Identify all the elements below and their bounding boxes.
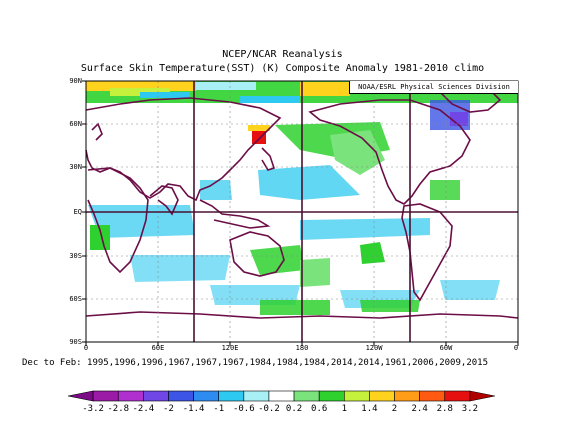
- lon-label: 120W: [365, 344, 383, 352]
- colorbar-tick-label: -1.4: [182, 404, 205, 414]
- lat-label: EQ: [73, 208, 82, 216]
- colorbar-tick-label: 1: [341, 404, 347, 414]
- colorbar-swatch: [419, 390, 446, 402]
- lat-label: 90N: [69, 77, 82, 85]
- map-title: NCEP/NCAR Reanalysis: [222, 49, 343, 60]
- colorbar-tick-label: 2.4: [411, 404, 428, 414]
- colorbar-swatch: [243, 390, 270, 402]
- colorbar-tick-label: -2.4: [132, 404, 155, 414]
- colorbar-swatch: [92, 390, 119, 402]
- colorbar-swatch: [117, 390, 144, 402]
- colorbar-swatch: [318, 390, 345, 402]
- lon-label: 60E: [151, 344, 165, 352]
- lat-label: 30S: [69, 252, 82, 260]
- lon-label: 180: [295, 344, 309, 352]
- colorbar-tick-label: -0.2: [258, 404, 280, 414]
- colorbar-swatch: [369, 390, 395, 402]
- colorbar-swatch: [343, 390, 370, 402]
- colorbar-swatch: [218, 390, 245, 402]
- colorbar-tick-label: 0.6: [311, 404, 328, 414]
- colorbar-swatch: [394, 390, 420, 402]
- composite-dates: Dec to Feb: 1995,1996,1996,1967,1967,196…: [22, 358, 488, 368]
- colorbar-tick-label: 3.2: [461, 404, 479, 414]
- colorbar-tick-label: -3.2: [82, 404, 104, 414]
- lat-label: 60S: [69, 295, 82, 303]
- colorbar-tick-label: 1.4: [361, 404, 378, 414]
- colorbar-swatch: [143, 390, 169, 402]
- lon-label: 60W: [439, 344, 453, 352]
- colorbar-tick-label: -1: [213, 404, 225, 414]
- colorbar-swatch: [168, 390, 194, 402]
- colorbar-tick-label: -0.6: [232, 404, 255, 414]
- map-subtitle: Surface Skin Temperature(SST) (K) Compos…: [80, 63, 485, 74]
- colorbar-swatch: [67, 390, 94, 402]
- colorbar-swatch: [193, 390, 220, 402]
- lon-label: 0: [83, 344, 89, 352]
- colorbar-tick-label: -2: [163, 404, 174, 414]
- lat-label: 30N: [69, 163, 82, 171]
- colorbar-swatch: [444, 390, 471, 402]
- lat-label: 90S: [69, 338, 82, 346]
- colorbar-tick-label: 2: [391, 404, 398, 414]
- colorbar-tick-label: -2.8: [107, 404, 130, 414]
- lon-label: 0: [513, 344, 519, 352]
- colorbar-swatch: [293, 390, 320, 402]
- credit-label: NOAA/ESRL Physical Sciences Division: [349, 81, 518, 94]
- colorbar-tick-label: 2.8: [436, 404, 453, 414]
- lat-label: 60N: [69, 120, 82, 128]
- colorbar-tick-label: 0.2: [285, 404, 303, 414]
- colorbar-swatch: [469, 390, 496, 402]
- reference-lines: [86, 81, 518, 342]
- lon-label: 120E: [221, 344, 239, 352]
- anomaly-shading: [86, 81, 518, 315]
- colorbar-swatch: [268, 390, 295, 402]
